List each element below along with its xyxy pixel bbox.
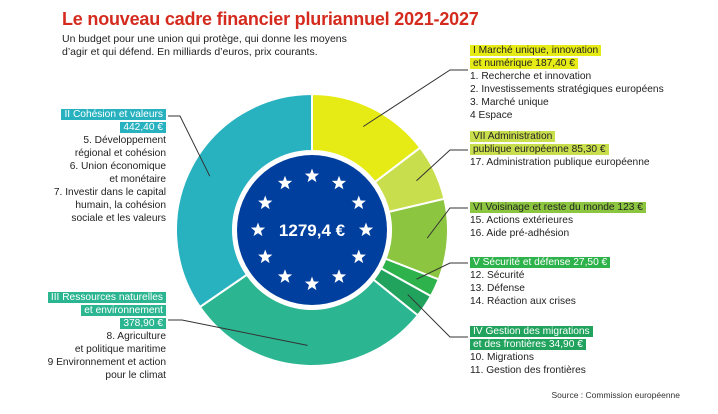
- heading-cohesion-2: 442,40 €: [120, 122, 166, 133]
- item-17: 17. Administration publique européenne: [470, 157, 650, 168]
- leader-line-administration: [416, 149, 468, 182]
- heading-securite: V Sécurité et défense 27,50 €: [470, 257, 611, 268]
- source-note: Source : Commission européenne: [551, 390, 680, 400]
- item-14: 14. Réaction aux crises: [470, 296, 576, 307]
- label-ressources: III Ressources naturelles et environneme…: [18, 291, 166, 382]
- item-3: 3. Marché unique: [470, 97, 549, 108]
- label-marche-unique: I Marché unique, innovation et numérique…: [470, 44, 664, 122]
- star-icon: [258, 195, 273, 210]
- item-15: 15. Actions extérieures: [470, 215, 574, 226]
- label-cohesion: II Cohésion et valeurs 442,40 € 5. Dével…: [18, 108, 166, 225]
- item-9b: pour le climat: [105, 370, 166, 381]
- heading-migrations-2: et des frontières 34,90 €: [470, 339, 586, 350]
- star-icon: [304, 276, 320, 291]
- leader-line-securite: [416, 262, 468, 280]
- item-13: 13. Défense: [470, 283, 525, 294]
- star-icon: [304, 168, 320, 183]
- eu-flag-center: [237, 155, 387, 305]
- leader-line-marche-unique: [363, 69, 468, 127]
- label-migrations: IV Gestion des migrations et des frontiè…: [470, 325, 593, 377]
- heading-administration-1: VII Administration: [470, 131, 556, 142]
- center-total: 1279,4 €: [279, 221, 346, 240]
- leader-line-voisinage: [426, 207, 468, 239]
- item-8a: 8. Agriculture: [106, 331, 166, 342]
- item-6b: et monétaire: [109, 174, 166, 185]
- leader-line-migrations: [407, 294, 468, 338]
- star-icon: [331, 269, 347, 283]
- heading-voisinage: VI Voisinage et reste du monde 123 €: [470, 202, 646, 213]
- star-icon: [258, 249, 273, 264]
- label-securite: V Sécurité et défense 27,50 € 12. Sécuri…: [470, 256, 611, 308]
- item-1: 1. Recherche et innovation: [470, 71, 592, 82]
- label-administration: VII Administration publique européenne 8…: [470, 130, 650, 169]
- star-icon: [351, 195, 366, 210]
- star-icon: [331, 175, 347, 190]
- item-5a: 5. Développement: [83, 135, 166, 146]
- eu-stars: [250, 168, 374, 291]
- item-16: 16. Aide pré-adhésion: [470, 228, 570, 239]
- heading-administration-2: publique européenne 85,30 €: [470, 144, 609, 155]
- item-4: 4 Espace: [470, 110, 513, 121]
- leader-line-ressources: [168, 319, 308, 346]
- item-5b: régional et cohésion: [74, 148, 166, 159]
- star-icon: [277, 175, 293, 190]
- item-7b: humain, la cohésion: [75, 200, 166, 211]
- chart-subtitle: Un budget pour une union qui protège, qu…: [62, 33, 347, 58]
- item-7a: 7. Investir dans le capital: [53, 187, 166, 198]
- item-2: 2. Investissements stratégiques européen…: [470, 84, 664, 95]
- heading-marche-unique-2: et numérique 187,40 €: [470, 58, 578, 69]
- slice-cohesion: [175, 92, 313, 309]
- item-9a: 9 Environnement et action: [47, 357, 166, 368]
- star-icon: [351, 249, 366, 264]
- item-7c: sociale et les valeurs: [71, 213, 166, 224]
- heading-cohesion-1: II Cohésion et valeurs: [61, 109, 166, 120]
- item-8b: et politique maritime: [74, 344, 166, 355]
- heading-ressources-2: et environnement: [81, 305, 166, 316]
- chart-title: Le nouveau cadre financier pluriannuel 2…: [62, 9, 479, 29]
- slice-ressources: [198, 273, 420, 367]
- label-voisinage: VI Voisinage et reste du monde 123 € 15.…: [470, 201, 646, 240]
- item-10: 10. Migrations: [470, 352, 534, 363]
- leader-line-cohesion: [168, 115, 211, 177]
- heading-marche-unique-1: I Marché unique, innovation: [470, 45, 602, 56]
- heading-ressources-1: III Ressources naturelles: [47, 292, 166, 303]
- star-icon: [358, 222, 374, 237]
- heading-ressources-3: 378,90 €: [120, 318, 166, 329]
- star-icon: [277, 269, 293, 283]
- item-11: 11. Gestion des frontières: [470, 365, 586, 376]
- heading-migrations-1: IV Gestion des migrations: [470, 326, 593, 337]
- item-6a: 6. Union économique: [69, 161, 166, 172]
- star-icon: [250, 222, 266, 237]
- item-12: 12. Sécurité: [470, 270, 525, 281]
